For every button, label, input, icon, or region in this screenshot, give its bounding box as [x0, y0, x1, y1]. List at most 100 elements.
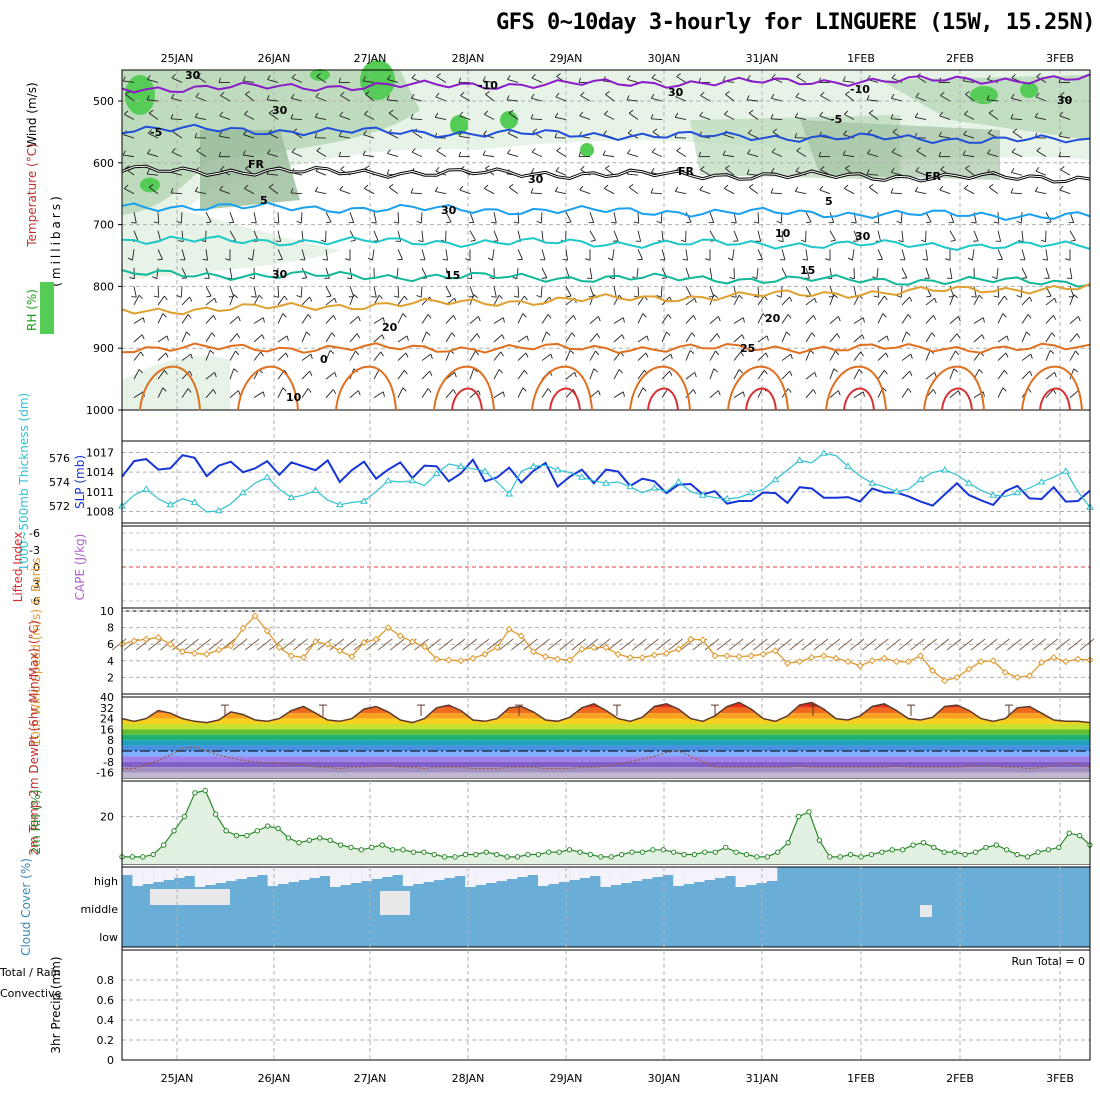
- top-date-label: 2FEB: [946, 52, 974, 65]
- wind-barb-flag: [1036, 147, 1041, 152]
- wind-barb-flag: [884, 369, 888, 375]
- wind-barb: [613, 212, 617, 224]
- wind-barb: [133, 334, 143, 343]
- contour-label: 30: [855, 230, 871, 243]
- temp-band: [122, 745, 1090, 751]
- contour-label: 15: [445, 269, 460, 282]
- wind-barb: [1045, 249, 1048, 261]
- wind-barb-flag: [765, 352, 769, 358]
- wind-barb-flag: [920, 239, 926, 243]
- wind10m-barb: [269, 638, 284, 651]
- wind10m-barb: [535, 638, 550, 651]
- thickness-marker: [626, 482, 635, 490]
- wind-barb-flag: [603, 184, 609, 189]
- wind-barb-flag: [842, 76, 846, 82]
- wind-barb-flag: [645, 352, 649, 358]
- wind-barb: [229, 212, 235, 223]
- wind-barb-flag: [651, 74, 656, 79]
- wind-barb-flag: [873, 221, 879, 224]
- contour-label: 30: [185, 69, 201, 82]
- wind-barb: [997, 249, 1003, 260]
- wind-barb-flag: [367, 257, 373, 261]
- temp-band: [122, 724, 1090, 730]
- wind-barb-flag: [555, 92, 560, 98]
- wind-barb: [397, 230, 402, 242]
- wind-barb-flag: [452, 389, 457, 395]
- wind-barb-flag: [992, 276, 998, 280]
- wind10m-barb: [934, 638, 950, 651]
- wind10m-barb: [728, 638, 744, 651]
- wind10m-marker: [1038, 658, 1046, 666]
- wind-barb: [397, 286, 400, 298]
- wind-barb-flag: [676, 73, 681, 77]
- wind-barb-flag: [650, 93, 655, 99]
- wind-barb: [325, 315, 334, 324]
- precip-tick-label: 0: [107, 1054, 114, 1067]
- rh-marker: [962, 851, 968, 858]
- cloud-high-gap: [725, 867, 736, 876]
- wind-barb: [867, 99, 879, 102]
- thickness-marker: [868, 479, 877, 486]
- wind-barb-flag: [885, 352, 889, 358]
- wind-barb-flag: [363, 184, 369, 189]
- wind-barb: [541, 267, 548, 278]
- wind-barb: [325, 350, 331, 361]
- wind-barb: [253, 212, 257, 224]
- wind-barb-flag: [723, 184, 729, 189]
- wind-barb: [1069, 316, 1079, 324]
- wind-barb-flag: [458, 151, 462, 157]
- wind-barb-flag: [611, 221, 617, 224]
- rh-shade-green-8: [140, 177, 160, 193]
- wind-barb-flag: [1002, 313, 1007, 318]
- wind-barb-flag: [314, 186, 319, 192]
- wind-barb-flag: [459, 111, 464, 117]
- wind-barb-flag: [262, 317, 265, 323]
- wind-barb-flag: [986, 95, 990, 101]
- wind-barb-flag: [722, 150, 726, 156]
- wind-barb: [493, 351, 502, 361]
- rh-marker: [847, 851, 854, 858]
- wind-barb: [485, 93, 495, 102]
- wind-barb-flag: [1059, 185, 1064, 191]
- cloud-high-gap: [361, 867, 372, 881]
- wind-barb-flag: [547, 388, 552, 393]
- wind-barb-flag: [507, 75, 511, 80]
- thickness-marker: [577, 473, 586, 480]
- wind-barb-flag: [418, 240, 424, 243]
- wind-barb-flag: [715, 350, 720, 356]
- wind-barb: [877, 212, 880, 224]
- wind-barb: [565, 315, 574, 324]
- thickness-marker: [698, 491, 707, 498]
- wind-barb-flag: [738, 369, 743, 374]
- rh-shade-green-2: [450, 115, 468, 135]
- wind-barb: [229, 333, 238, 343]
- wind10m-barb: [619, 638, 635, 651]
- wind-barb: [819, 115, 831, 120]
- wind-barb-flag: [1058, 151, 1062, 157]
- rh-marker: [171, 828, 177, 834]
- wind-barb-flag: [196, 147, 201, 152]
- wind-barb-flag: [825, 258, 831, 261]
- wind-barb-flag: [236, 333, 241, 339]
- wind-barb: [493, 286, 497, 298]
- wind-barb: [757, 212, 760, 224]
- wind-barb-flag: [796, 73, 801, 77]
- wind-barb: [411, 97, 423, 102]
- wind-barb: [1059, 189, 1071, 195]
- wind10m-marker: [529, 648, 537, 656]
- wind-barb-flag: [219, 111, 224, 117]
- wind-barb: [373, 334, 383, 343]
- wind-barb-flag: [795, 92, 800, 98]
- rh-marker: [202, 787, 208, 794]
- wind-barb-flag: [800, 239, 806, 243]
- wind-barb: [1021, 296, 1030, 306]
- wind-barb: [1045, 371, 1055, 380]
- wind-barb-flag: [338, 131, 342, 137]
- wind-barb: [349, 316, 359, 324]
- wind-barb-flag: [522, 313, 527, 318]
- isotherm-loop-25: [629, 365, 691, 411]
- wind-barb-flag: [152, 276, 158, 280]
- wind-barb: [901, 388, 909, 398]
- wind-barb: [290, 118, 303, 120]
- isotherm-loop-25: [433, 365, 495, 411]
